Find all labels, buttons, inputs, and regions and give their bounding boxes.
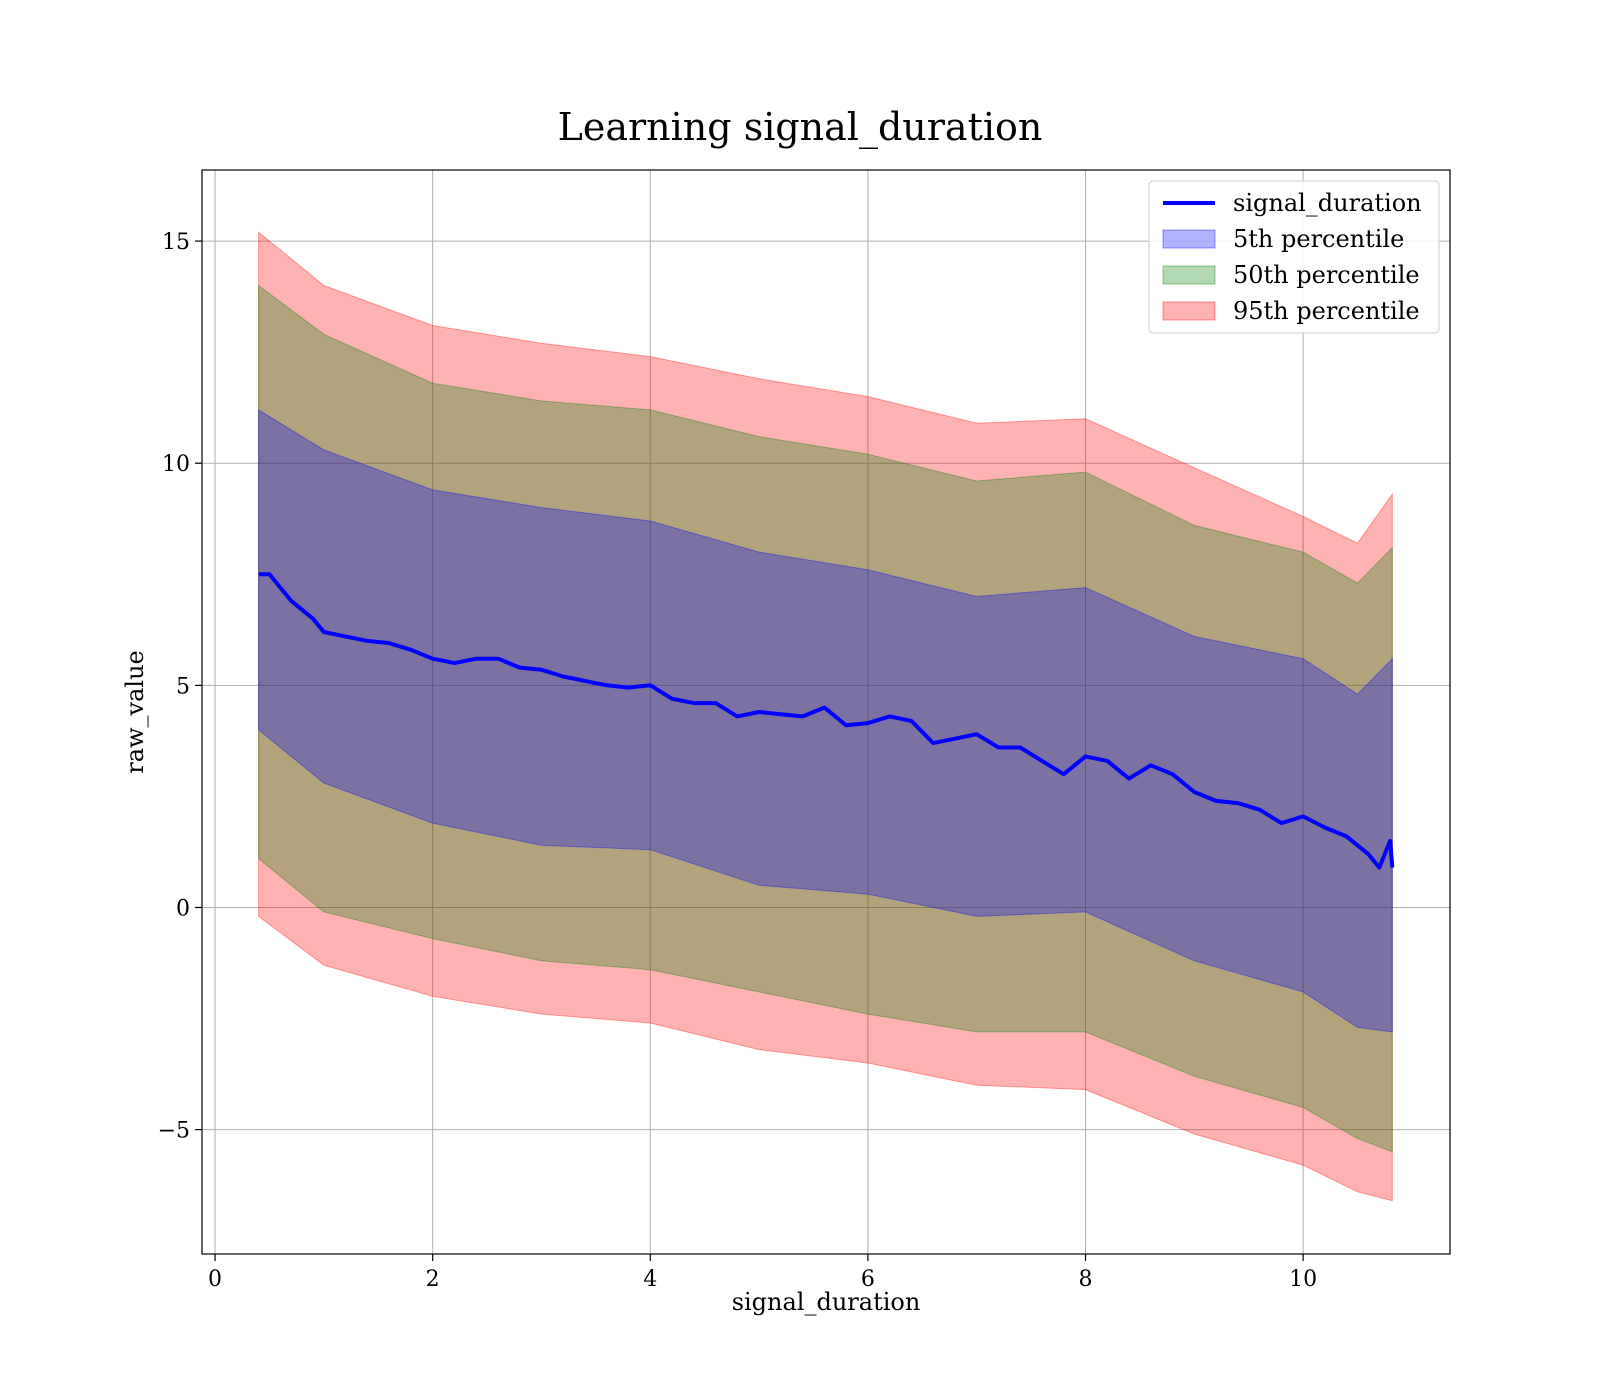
series-lines	[258, 572, 1395, 870]
x-tick-label: 0	[208, 1267, 222, 1292]
y-tick-label: 0	[176, 896, 190, 921]
x-tick-label: 4	[643, 1267, 657, 1292]
legend: signal_duration 5th percentile 50th percen…	[1148, 180, 1440, 334]
legend-box	[1148, 180, 1440, 334]
plot-frame	[201, 169, 1451, 1255]
legend-label-signal-duration: signal_duration	[1233, 189, 1422, 217]
band-95th-percentile	[258, 231, 1393, 1202]
x-tick-label: 8	[1079, 1267, 1093, 1292]
legend-swatch-5th-percentile	[1162, 229, 1216, 249]
band-50th-percentile	[258, 284, 1393, 1153]
x-axis-label: signal_duration	[732, 1288, 921, 1316]
percentile-bands	[258, 231, 1393, 1202]
band-5th-percentile	[258, 409, 1393, 1033]
chart-title: Learning signal_duration	[558, 105, 1043, 150]
x-tick-label: 10	[1289, 1267, 1317, 1292]
legend-swatch-50th-percentile	[1162, 265, 1216, 285]
legend-label-5th-percentile: 5th percentile	[1233, 225, 1404, 253]
y-tick-label: −5	[158, 1119, 190, 1144]
y-tick-label: 5	[176, 674, 190, 699]
x-tick-label: 6	[861, 1267, 875, 1292]
y-axis-label: raw_value	[121, 650, 149, 774]
legend-label-95th-percentile: 95th percentile	[1233, 297, 1420, 325]
x-tick-label: 2	[426, 1267, 440, 1292]
series-line-signal-duration	[258, 572, 1395, 870]
y-tick-label: 15	[162, 230, 190, 255]
x-axis-ticks: 0 2 4 6 8 10	[208, 1254, 1317, 1292]
y-tick-label: 10	[162, 452, 190, 477]
legend-label-50th-percentile: 50th percentile	[1233, 261, 1420, 289]
legend-swatch-95th-percentile	[1162, 301, 1216, 321]
y-axis-ticks: −5 0 5 10 15	[158, 230, 202, 1144]
